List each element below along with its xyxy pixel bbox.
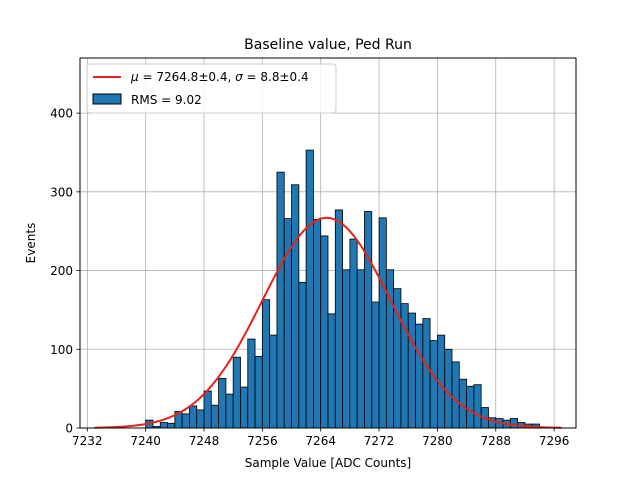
- histogram-bar: [159, 422, 168, 429]
- histogram-bar: [218, 378, 227, 429]
- histogram-bar: [320, 235, 329, 429]
- fit-curve-group: [94, 216, 562, 429]
- histogram-bar: [327, 313, 336, 429]
- y-axis-title: Events: [24, 223, 38, 264]
- histogram-bar: [429, 340, 438, 429]
- legend-mu-symbol: μ: [130, 70, 139, 84]
- histogram-bar: [356, 269, 365, 429]
- histogram-bar: [334, 209, 343, 429]
- histogram-bar: [378, 217, 387, 429]
- histogram-bar: [509, 418, 519, 429]
- histogram-bar: [342, 269, 351, 429]
- x-tick-label: 7264: [305, 434, 336, 448]
- histogram-bar: [269, 334, 278, 429]
- histogram-bars: [145, 149, 540, 429]
- legend-hist-swatch: [92, 93, 122, 105]
- y-tick-label: 300: [50, 185, 73, 199]
- histogram-bar: [189, 405, 198, 429]
- x-tick-label: 7272: [364, 434, 395, 448]
- histogram-bar: [473, 384, 482, 429]
- histogram-bar: [466, 385, 475, 429]
- x-tick-label: 7280: [422, 434, 453, 448]
- x-axis: 7232 7240 7248 7256 7264 7272 7280 7288 7296: [72, 428, 569, 448]
- y-tick-label: 0: [65, 422, 73, 436]
- histogram-bar: [210, 404, 219, 429]
- x-tick-label: 7232: [72, 434, 103, 448]
- histogram-bar: [196, 409, 205, 429]
- y-tick-label: 100: [50, 343, 73, 357]
- legend-box: [86, 63, 337, 114]
- histogram-bar: [254, 355, 263, 429]
- histogram-bar: [349, 238, 358, 429]
- histogram-bar: [305, 149, 314, 429]
- histogram-bar: [444, 348, 453, 429]
- legend-sigma-value: = 8.8±0.4: [243, 70, 309, 84]
- legend-hist-label: RMS = 9.02: [131, 93, 202, 107]
- y-tick-label: 400: [50, 107, 73, 121]
- histogram-bar: [371, 301, 380, 429]
- histogram-bar: [422, 318, 431, 429]
- histogram-bar: [451, 361, 460, 429]
- chart-title: Baseline value, Ped Run: [244, 37, 412, 53]
- x-tick-label: 7256: [247, 434, 278, 448]
- histogram-bar: [247, 338, 256, 429]
- gaussian-fit-curve: [94, 216, 562, 429]
- legend-mu-value: = 7264.8±0.4,: [139, 70, 235, 84]
- histogram-bar: [261, 299, 271, 429]
- histogram-bar: [181, 413, 190, 429]
- x-tick-label: 7296: [539, 434, 570, 448]
- y-axis: 0 100 200 300 400: [50, 107, 80, 436]
- histogram-bar: [291, 184, 300, 429]
- histogram-bar: [407, 312, 416, 429]
- legend: μ = 7264.8±0.4, σ = 8.8±0.4 RMS = 9.02: [86, 63, 337, 114]
- histogram-bar: [240, 386, 249, 429]
- histogram-bar: [232, 356, 241, 429]
- histogram-bar: [313, 218, 322, 429]
- x-tick-label: 7248: [189, 434, 220, 448]
- legend-sigma-symbol: σ: [235, 70, 243, 84]
- histogram-bar: [167, 422, 176, 429]
- histogram-bar: [203, 390, 212, 429]
- x-tick-label: 7288: [480, 434, 511, 448]
- plot-area-frame: [79, 57, 577, 429]
- legend-fit-label: μ = 7264.8±0.4, σ = 8.8±0.4: [130, 70, 309, 84]
- histogram-bar: [415, 323, 424, 429]
- histogram-bar: [298, 281, 307, 429]
- y-tick-label: 200: [50, 264, 73, 278]
- histogram-bar: [364, 211, 373, 429]
- x-axis-title: Sample Value [ADC Counts]: [245, 456, 411, 470]
- histogram-bar: [225, 393, 234, 429]
- x-tick-label: 7240: [130, 434, 161, 448]
- histogram-bar: [276, 171, 285, 429]
